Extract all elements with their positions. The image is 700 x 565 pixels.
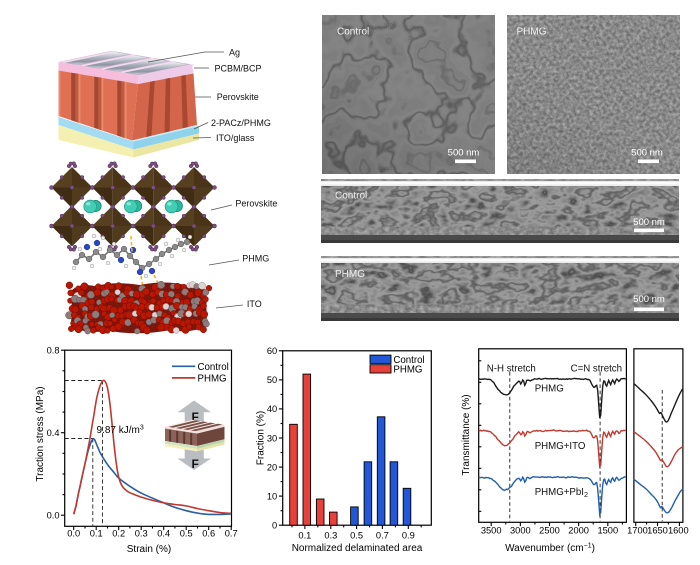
svg-text:0.1: 0.1 [298,531,311,541]
svg-text:F: F [192,410,199,424]
svg-text:500 nm: 500 nm [633,217,665,228]
svg-text:10: 10 [267,491,277,501]
svg-text:0.8: 0.8 [47,346,60,356]
svg-text:Normalized delaminated area: Normalized delaminated area [292,543,423,554]
svg-text:2000: 2000 [568,525,589,535]
svg-text:1500: 1500 [597,525,618,535]
svg-text:0.7: 0.7 [376,531,389,541]
svg-text:0.4: 0.4 [47,428,60,438]
svg-text:1700: 1700 [627,525,648,535]
svg-text:0.5: 0.5 [350,531,363,541]
svg-text:20: 20 [267,462,277,472]
svg-text:0.0: 0.0 [67,529,80,539]
svg-text:0.4: 0.4 [157,529,170,539]
svg-text:PHMG: PHMG [393,364,422,375]
svg-text:Strain (%): Strain (%) [127,544,171,555]
svg-text:N-H stretch: N-H stretch [487,364,536,375]
svg-text:ITO: ITO [247,299,262,309]
svg-text:3000: 3000 [510,525,531,535]
svg-text:2500: 2500 [539,525,560,535]
svg-text:0.3: 0.3 [324,531,337,541]
svg-text:0.2: 0.2 [112,529,125,539]
svg-text:0.5: 0.5 [180,529,193,539]
svg-text:500 nm: 500 nm [448,148,480,159]
svg-text:PHMG: PHMG [242,254,269,264]
svg-text:Wavenumber (cm−1): Wavenumber (cm−1) [505,543,595,555]
svg-text:PCBM/BCP: PCBM/BCP [215,64,262,74]
svg-text:0.6: 0.6 [202,529,215,539]
svg-text:1650: 1650 [647,525,668,535]
svg-text:PHMG: PHMG [535,383,564,394]
svg-text:Control: Control [337,27,369,38]
svg-text:Transmittance (%): Transmittance (%) [461,394,472,475]
svg-text:500 nm: 500 nm [633,294,665,305]
svg-text:0.3: 0.3 [135,529,148,539]
svg-text:PHMG: PHMG [198,373,227,384]
svg-text:0.9: 0.9 [402,531,415,541]
svg-text:0: 0 [272,521,277,531]
svg-text:C=N stretch: C=N stretch [571,364,622,375]
svg-text:PHMG+PbI2: PHMG+PbI2 [535,487,588,499]
svg-text:1600: 1600 [668,525,689,535]
svg-text:Perovskite: Perovskite [235,199,277,209]
svg-text:3500: 3500 [481,525,502,535]
svg-text:500 nm: 500 nm [631,148,663,159]
svg-text:Ag: Ag [229,48,240,58]
svg-text:60: 60 [267,346,277,356]
svg-text:40: 40 [267,404,277,414]
svg-text:Control: Control [335,191,367,202]
svg-text:Control: Control [198,362,229,373]
svg-text:30: 30 [267,433,277,443]
svg-text:PHMG+ITO: PHMG+ITO [535,441,586,452]
svg-text:PHMG: PHMG [335,269,365,280]
svg-text:Traction stress (MPa): Traction stress (MPa) [35,386,46,481]
svg-text:F: F [192,457,199,471]
svg-text:PHMG: PHMG [517,27,547,38]
svg-text:ITO/glass: ITO/glass [216,133,255,143]
svg-text:50: 50 [267,375,277,385]
svg-text:Control: Control [393,355,424,366]
svg-text:2-PACz/PHMG: 2-PACz/PHMG [211,118,271,128]
svg-text:0.0: 0.0 [47,511,60,521]
svg-text:Perovskite: Perovskite [217,92,259,102]
svg-text:Fraction (%): Fraction (%) [256,411,267,465]
svg-text:9.87 kJ/m3: 9.87 kJ/m3 [97,425,144,437]
svg-text:0.1: 0.1 [90,529,103,539]
svg-text:0.7: 0.7 [225,529,238,539]
